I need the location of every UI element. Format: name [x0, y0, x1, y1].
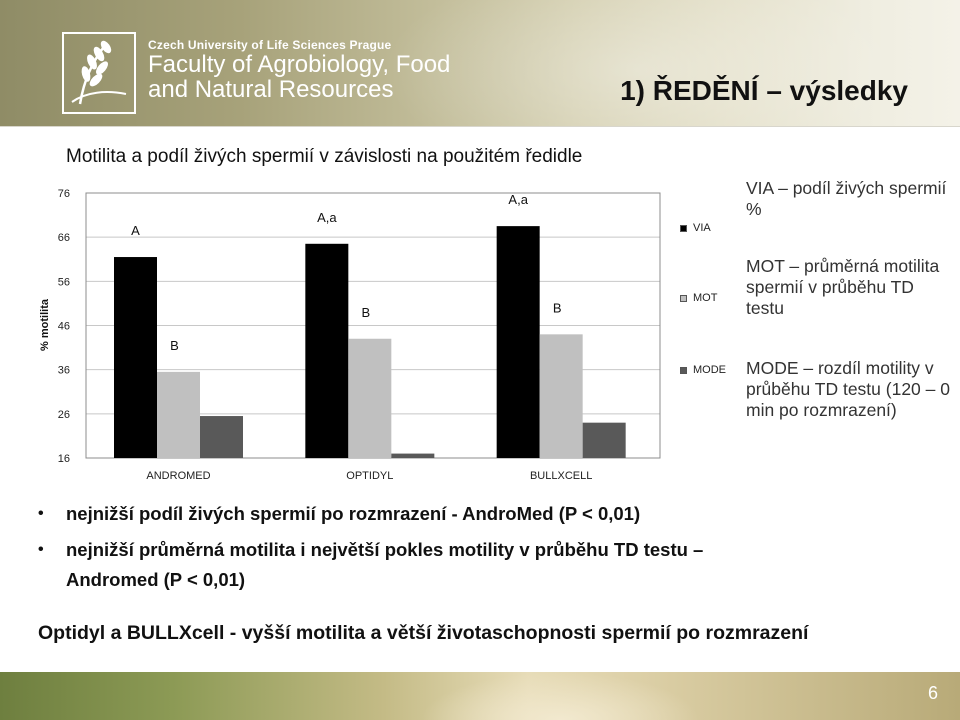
legend-swatch: [680, 294, 687, 302]
page-number: 6: [927, 683, 938, 703]
header-decoration: [380, 0, 900, 126]
data-label: A,a: [508, 192, 528, 207]
legend-swatch: [680, 366, 687, 374]
data-label: A: [131, 223, 140, 238]
faculty-line-1: Faculty of Agrobiology, Food: [148, 51, 451, 78]
conclusion-text: Optidyl a BULLXcell - vyšší motilita a v…: [38, 622, 809, 644]
bar-mode: [582, 422, 626, 458]
bar-mot: [348, 338, 392, 458]
bar-chart: 76 66 56 46 36 26 16 A B A,a B A,a B ANDROMED OPTIDY…: [39, 188, 661, 482]
y-tick-label: 66: [58, 232, 70, 244]
y-tick-label: 26: [58, 409, 70, 421]
bullet-dot: •: [38, 541, 44, 558]
chart-title: Motilita a podíl živých spermií v závisl…: [66, 146, 583, 167]
data-label: B: [553, 300, 562, 315]
y-tick-label: 16: [58, 453, 70, 465]
bullet-text-line-1: nejnižší průměrná motilita i největší po…: [66, 539, 704, 560]
bar-mode: [391, 453, 435, 458]
footer-banner: [0, 672, 960, 720]
note-via: VIA – podíl živých spermií %: [746, 178, 947, 219]
data-label: B: [361, 305, 370, 320]
wheat-logo-icon: [62, 32, 136, 114]
bullet-text-line-2: Andromed (P < 0,01): [66, 569, 246, 590]
note-mode: MODE – rozdíl motility v průběhu TD test…: [746, 358, 950, 420]
bullet-text: nejnižší podíl živých spermií po rozmraz…: [66, 503, 641, 524]
bar-via: [305, 243, 349, 458]
y-axis-label: % motilita: [39, 298, 51, 351]
faculty-name: Faculty of Agrobiology, Food and Natural…: [148, 52, 450, 102]
bullet-dot: •: [38, 505, 44, 522]
legend-item: MODE: [680, 364, 726, 376]
footer-decoration: [420, 672, 700, 720]
data-label: A,a: [317, 210, 337, 225]
x-category-label: ANDROMED: [146, 470, 210, 482]
legend-label: MOT: [693, 292, 718, 304]
bar-mode: [200, 416, 243, 458]
y-tick-label: 46: [58, 321, 70, 333]
legend-label: VIA: [693, 222, 711, 234]
data-label: B: [170, 338, 179, 353]
y-tick-label: 76: [58, 188, 70, 200]
x-category-label: OPTIDYL: [346, 470, 393, 482]
legend-swatch: [680, 224, 687, 232]
slide-title: 1) ŘEDĚNÍ – výsledky: [620, 75, 908, 106]
x-category-label: BULLXCELL: [530, 470, 592, 482]
legend-label: MODE: [693, 364, 726, 376]
bar-via: [114, 257, 157, 458]
note-mot: MOT – průměrná motilita spermií v průběh…: [746, 256, 940, 318]
legend-item: MOT: [680, 292, 717, 304]
header-divider: [0, 126, 960, 127]
university-name: Czech University of Life Sciences Prague: [148, 38, 392, 52]
bar-mot: [539, 334, 583, 458]
y-tick-label: 56: [58, 276, 70, 288]
faculty-line-2: and Natural Resources: [148, 76, 394, 103]
bar-via: [496, 226, 540, 458]
legend-item: VIA: [680, 222, 711, 234]
header-banner: Czech University of Life Sciences Prague…: [0, 0, 960, 126]
bar-mot: [157, 371, 200, 458]
y-tick-label: 36: [58, 365, 70, 377]
